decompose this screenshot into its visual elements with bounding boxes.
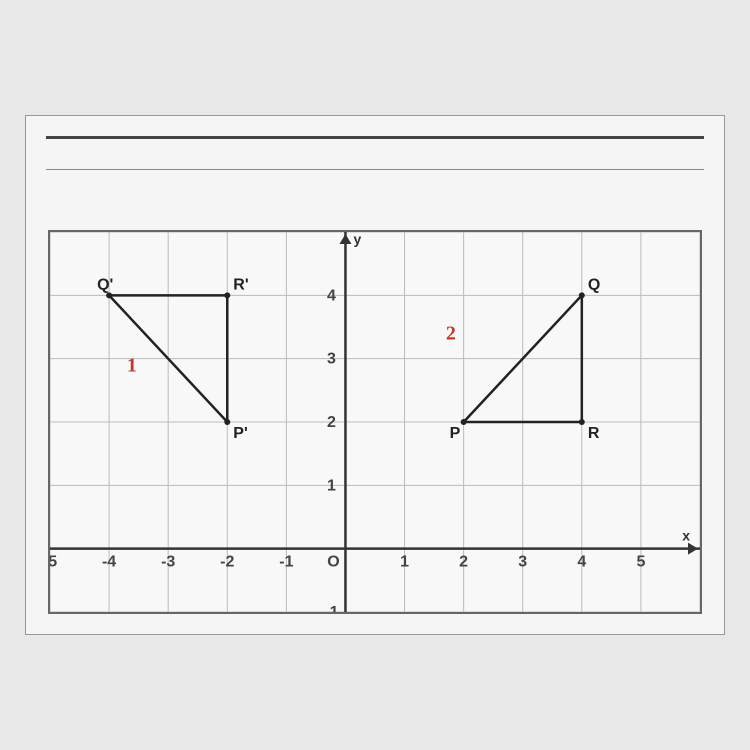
origin-label: O [327, 554, 339, 571]
x-tick-label: 2 [459, 554, 468, 571]
x-tick-label: 5 [636, 554, 645, 571]
vertex-label: Q' [97, 276, 113, 293]
x-tick-label: -4 [102, 554, 116, 571]
x-tick-label: -3 [161, 554, 175, 571]
x-axis-label: x [682, 528, 690, 544]
vertex-label: R' [233, 276, 248, 293]
vertex-point [224, 419, 230, 425]
vertex-label: P' [233, 425, 247, 442]
y-tick-label: 2 [327, 414, 336, 431]
outer-frame: -5 -4 -3 -2 -1 1 2 3 4 5 -1 1 2 3 4 Oy x Q' R' P' 1 P Q R 2 [25, 115, 725, 635]
vertex-point [224, 292, 230, 298]
y-tick-label: -1 [324, 604, 338, 612]
chart-svg: -5 -4 -3 -2 -1 1 2 3 4 5 -1 1 2 3 4 Oy x Q' R' P' 1 P Q R 2 [50, 232, 700, 612]
coordinate-chart: -5 -4 -3 -2 -1 1 2 3 4 5 -1 1 2 3 4 Oy x Q' R' P' 1 P Q R 2 [48, 230, 702, 614]
y-axis-label: y [353, 232, 361, 247]
vertex-point [461, 419, 467, 425]
x-tick-label: -1 [279, 554, 293, 571]
vertex-label: Q [588, 276, 600, 293]
x-tick-label: 4 [577, 554, 586, 571]
y-tick-label: 1 [327, 477, 336, 494]
vertex-label: R [588, 425, 600, 442]
x-tick-label: -5 [50, 554, 57, 571]
x-tick-label: 3 [518, 554, 527, 571]
region-label: 1 [127, 354, 137, 376]
region-label: 2 [446, 323, 456, 345]
x-tick-label: 1 [400, 554, 409, 571]
vertex-point [579, 292, 585, 298]
vertex-label: P [450, 425, 461, 442]
vertex-point [579, 419, 585, 425]
x-axis-arrow [688, 543, 698, 555]
top-border-lines [46, 136, 704, 170]
y-axis-arrow [339, 234, 351, 244]
y-tick-label: 4 [327, 287, 336, 304]
x-tick-label: -2 [220, 554, 234, 571]
y-tick-label: 3 [327, 351, 336, 368]
